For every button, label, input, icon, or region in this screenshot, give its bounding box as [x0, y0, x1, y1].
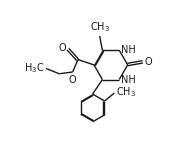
Text: O: O	[69, 75, 76, 85]
Text: NH: NH	[121, 75, 136, 85]
Text: NH: NH	[121, 45, 136, 55]
Text: O: O	[58, 43, 66, 53]
Text: CH$_3$: CH$_3$	[90, 20, 110, 34]
Text: CH$_3$: CH$_3$	[116, 85, 136, 99]
Text: O: O	[145, 57, 152, 67]
Text: H$_3$C: H$_3$C	[23, 61, 44, 75]
